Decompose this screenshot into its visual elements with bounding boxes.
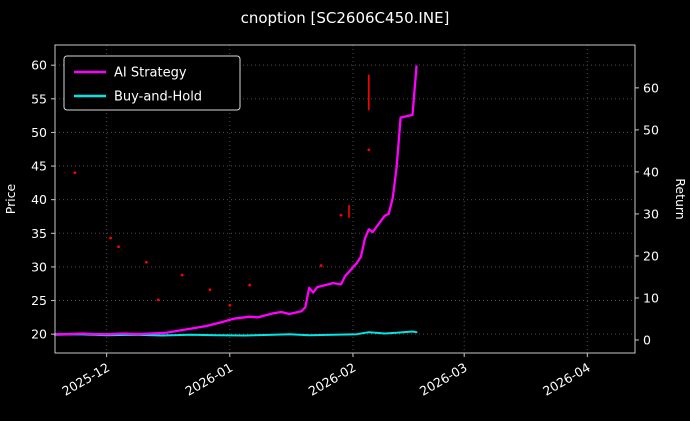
svg-text:40: 40 (31, 192, 47, 207)
svg-text:45: 45 (31, 159, 47, 174)
legend: AI Strategy Buy-and-Hold (63, 55, 241, 111)
ai-strategy-line (53, 65, 418, 336)
legend-label-buy-and-hold: Buy-and-Hold (114, 90, 202, 105)
svg-text:20: 20 (643, 248, 659, 263)
svg-text:2026-01: 2026-01 (183, 360, 236, 399)
svg-text:50: 50 (643, 122, 659, 137)
axis-ticks (51, 64, 639, 357)
svg-text:25: 25 (31, 293, 47, 308)
y-axis-label-return: Return (673, 178, 688, 219)
svg-text:30: 30 (31, 259, 47, 274)
svg-text:55: 55 (31, 91, 47, 106)
signal-segments (348, 74, 370, 218)
svg-text:2025-12: 2025-12 (59, 360, 112, 399)
svg-text:10: 10 (643, 290, 659, 305)
svg-text:60: 60 (31, 58, 47, 73)
svg-text:2026-03: 2026-03 (417, 360, 470, 399)
svg-text:50: 50 (31, 125, 47, 140)
y-axis-label-price: Price (3, 183, 18, 214)
svg-text:2026-02: 2026-02 (306, 360, 359, 399)
plot-frame (54, 44, 636, 354)
svg-text:30: 30 (643, 206, 659, 221)
svg-text:40: 40 (643, 164, 659, 179)
svg-text:60: 60 (643, 80, 659, 95)
svg-text:2026-04: 2026-04 (540, 360, 593, 399)
svg-text:35: 35 (31, 226, 47, 241)
signal-dots (73, 148, 371, 307)
chart-title: cnoption [SC2606C450.INE] (240, 9, 450, 27)
svg-text:0: 0 (643, 332, 651, 347)
legend-label-ai-strategy: AI Strategy (114, 66, 187, 81)
svg-text:20: 20 (31, 327, 47, 342)
